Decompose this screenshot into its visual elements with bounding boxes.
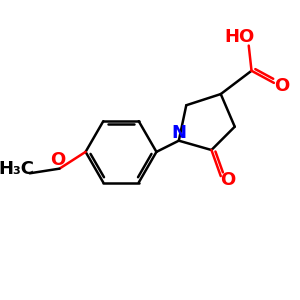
Text: N: N xyxy=(171,124,186,142)
Text: H₃C: H₃C xyxy=(0,160,34,178)
Text: HO: HO xyxy=(224,28,254,46)
Text: O: O xyxy=(50,151,65,169)
Text: O: O xyxy=(274,77,289,95)
Text: O: O xyxy=(220,171,235,189)
